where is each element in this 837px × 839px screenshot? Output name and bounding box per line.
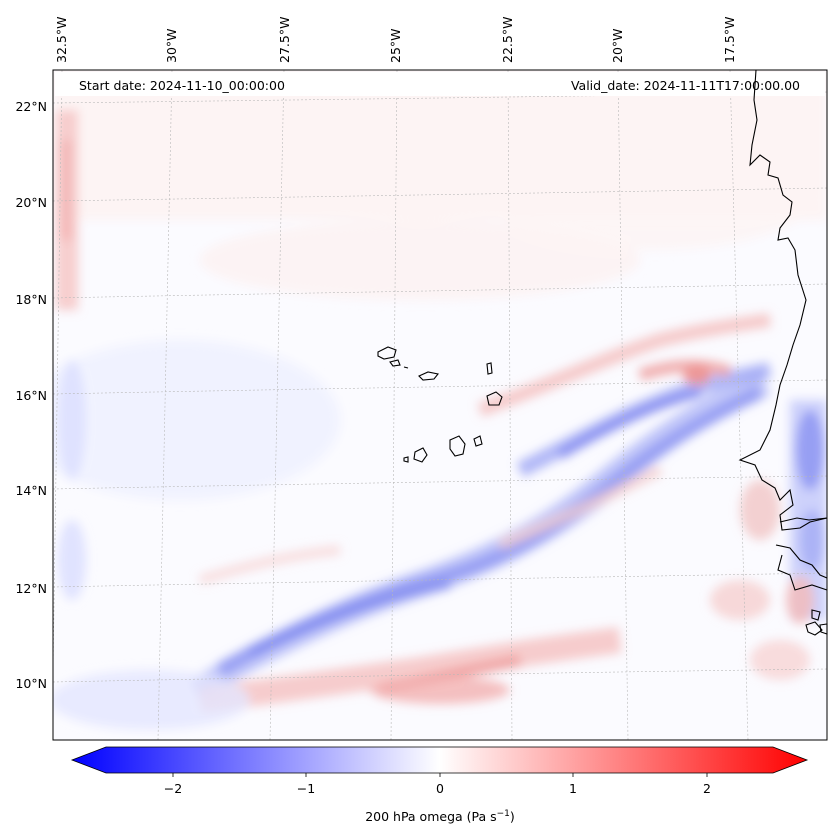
colorbar-outline: [70, 746, 809, 774]
colorbar-tick-label: 0: [436, 781, 444, 796]
island-fogo: [413, 447, 428, 463]
longitude-labels: 32.5°W 30°W 27.5°W 25°W 22.5°W 20°W 17.5…: [54, 17, 737, 63]
colorbar-title-close: ): [510, 809, 515, 824]
colorbar-tick-label: −2: [164, 781, 182, 796]
lat-label-14n: 14°N: [15, 483, 47, 498]
island-sao-nicolau: [418, 371, 439, 381]
lat-label-22n: 22°N: [15, 99, 47, 114]
island-maio: [473, 435, 483, 447]
coastline-islands-bijagos: [777, 554, 828, 591]
colorbar-title-superscript: −1: [497, 809, 510, 819]
colorbar-ramp: [72, 747, 807, 773]
lat-label-10n: 10°N: [15, 676, 47, 691]
island-brava: [403, 456, 409, 463]
island-sao-vicente: [389, 359, 401, 367]
start-date-label: Start date: 2024-11-10_00:00:00: [79, 78, 285, 93]
colorbar-ticks: [172, 773, 708, 777]
latitude-labels: 22°N 20°N 18°N 16°N 14°N 12°N 10°N: [15, 99, 47, 691]
colorbar: −2 −1 0 1 2 200 hPa omega (Pa s−1): [70, 746, 809, 824]
map-frame: [52, 69, 828, 741]
island-santa-luzia: [403, 366, 409, 369]
colorbar-tick-label: 1: [569, 781, 577, 796]
lon-label-27-5w: 27.5°W: [277, 17, 292, 63]
header-box: [55, 72, 825, 96]
coastline-africa: [738, 69, 828, 531]
island-sal: [486, 362, 493, 375]
colorbar-title: 200 hPa omega (Pa s−1): [365, 809, 515, 824]
island-small-1: [811, 609, 821, 621]
colorbar-tick-label: 2: [703, 781, 711, 796]
island-small-2: [805, 621, 823, 636]
lat-label-18n: 18°N: [15, 292, 47, 307]
valid-date-label: Valid_date: 2024-11-11T17:00:00.00: [571, 78, 800, 93]
lon-label-25w: 25°W: [388, 28, 403, 63]
island-santiago: [449, 435, 466, 457]
lat-label-12n: 12°N: [15, 581, 47, 596]
lon-label-32-5w: 32.5°W: [54, 17, 69, 63]
island-santo-antao: [377, 346, 397, 360]
coastlines: [377, 69, 828, 636]
lon-label-17-5w: 17.5°W: [722, 17, 737, 63]
lon-label-22-5w: 22.5°W: [500, 17, 515, 63]
lat-label-16n: 16°N: [15, 388, 47, 403]
island-boa-vista: [486, 391, 503, 406]
lon-label-20w: 20°W: [610, 28, 625, 63]
lat-label-20n: 20°N: [15, 195, 47, 210]
gambia-river: [779, 517, 828, 523]
colorbar-tick-label: −1: [297, 781, 315, 796]
coastline-guinea-bissau: [775, 544, 828, 579]
lon-label-30w: 30°W: [164, 28, 179, 63]
map-panel: Start date: 2024-11-10_00:00:00 Valid_da…: [52, 69, 828, 741]
colorbar-title-main: 200 hPa omega (Pa s: [365, 809, 496, 824]
